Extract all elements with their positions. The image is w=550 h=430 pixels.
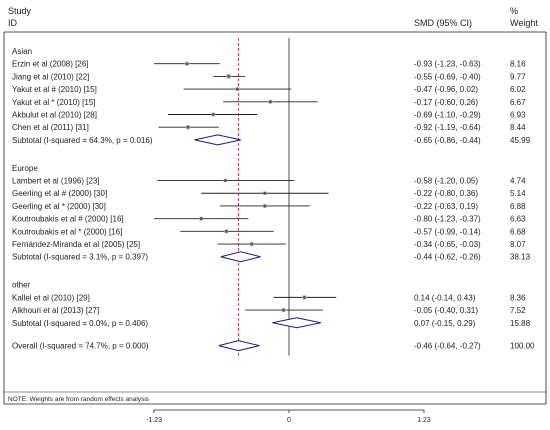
point-estimate [224, 229, 228, 233]
header-id: ID [8, 18, 18, 28]
point-estimate [186, 125, 190, 129]
study-row-weight: 6.02 [510, 85, 526, 94]
study-row-label: Geerling et al # (2000) [30] [12, 189, 107, 198]
study-row-weight: 8.07 [510, 240, 526, 249]
study-row-ci: -0.69 (-1.10, -0.29) [414, 111, 481, 120]
study-row-ci: -0.93 (-1.23, -0.63) [414, 60, 481, 69]
header-smd: SMD (95% CI) [414, 18, 472, 28]
point-estimate [282, 308, 286, 312]
x-tick-label: 0 [287, 417, 291, 424]
point-estimate [250, 242, 254, 246]
subtotal-diamond [220, 251, 261, 263]
study-row-label: Jiang et al (2010) [22] [12, 72, 89, 81]
study-row-label: Akbulut et al (2010) [28] [12, 111, 97, 120]
subtotal-row-weight: 45.99 [510, 136, 531, 145]
overall-row-weight: 100.00 [510, 342, 535, 351]
study-row-label: Yakut et al # (2010) [15] [12, 85, 97, 94]
study-row-weight: 6.68 [510, 227, 526, 236]
study-row-weight: 6.63 [510, 215, 526, 224]
subtotal-row-ci: 0.07 (-0.15, 0.29) [414, 319, 476, 328]
study-row-label: Erzin et al (2008) [26] [12, 60, 88, 69]
subtotal-diamond [272, 317, 321, 329]
point-estimate [223, 179, 227, 183]
header-weight: Weight [510, 18, 538, 28]
point-estimate [185, 62, 189, 66]
study-row-weight: 8.44 [510, 123, 526, 132]
group-label: Europe [12, 164, 38, 173]
x-tick-label: -1.23 [146, 417, 162, 424]
overall-row-ci: -0.46 (-0.64, -0.27) [414, 342, 481, 351]
point-estimate [211, 113, 215, 116]
header-study: Study [8, 6, 32, 16]
study-row-label: Geerling et al * (2000) [30] [12, 202, 106, 211]
point-estimate [235, 87, 239, 91]
study-row-label: Yakut et al * (2010) [15] [12, 98, 95, 107]
subtotal-row-weight: 15.88 [510, 319, 531, 328]
study-row-label: Koutroubakis et al * (2000) [16] [12, 227, 122, 236]
study-row-label: Fernández-Miranda et al (2005) [25] [12, 240, 140, 249]
study-row-ci: -0.05 (-0.40, 0.31) [414, 306, 478, 315]
group-label: other [12, 281, 31, 290]
subtotal-row-weight: 38.13 [510, 253, 531, 262]
study-row-ci: -0.57 (-0.99, -0.14) [414, 227, 481, 236]
point-estimate [227, 74, 231, 78]
group-label: Asian [12, 47, 32, 56]
study-row-label: Chen et al (2011) [31] [12, 123, 89, 132]
study-row-weight: 8.36 [510, 293, 526, 302]
study-row-ci: -0.80 (-1.23, -0.37) [414, 215, 481, 224]
study-row-label: Lambert et al (1996) [23] [12, 177, 100, 186]
overall-row-label: Overall (I-squared = 74.7%, p = 0.000) [12, 342, 149, 351]
study-row-ci: -0.34 (-0.65, -0.03) [414, 240, 481, 249]
point-estimate [263, 204, 267, 208]
point-estimate [199, 217, 203, 221]
weights-note: NOTE: Weights are from random effects an… [8, 396, 150, 403]
study-row-weight: 6.93 [510, 111, 526, 120]
header-percent: % [510, 6, 518, 16]
study-row-weight: 8.16 [510, 60, 526, 69]
study-row-weight: 7.52 [510, 306, 526, 315]
subtotal-row-label: Subtotal (I-squared = 64.3%, p = 0.016) [12, 136, 153, 145]
study-row-ci: -0.92 (-1.19, -0.64) [414, 123, 481, 132]
x-tick-label: 1.23 [417, 417, 431, 424]
subtotal-diamond [194, 134, 241, 146]
study-row-weight: 4.74 [510, 177, 526, 186]
subtotal-row-label: Subtotal (I-squared = 0.0%, p = 0.406) [12, 319, 148, 328]
study-row-ci: -0.55 (-0.69, -0.40) [414, 72, 481, 81]
study-row-weight: 5.14 [510, 189, 526, 198]
study-row-label: Alkhouri et al (2013) [27] [12, 306, 99, 315]
subtotal-row-label: Subtotal (I-squared = 3.1%, p = 0.397) [12, 253, 148, 262]
point-estimate [268, 100, 272, 104]
overall-diamond [218, 340, 260, 352]
study-row-ci: 0.14 (-0.14, 0.43) [414, 293, 476, 302]
study-row-weight: 9.77 [510, 72, 526, 81]
study-row-ci: -0.58 (-1.20, 0.05) [414, 177, 478, 186]
study-row-label: Koutroubakis et al # (2000) [16] [12, 215, 124, 224]
point-estimate [302, 295, 306, 299]
subtotal-row-ci: -0.44 (-0.62, -0.26) [414, 253, 481, 262]
study-row-ci: -0.22 (-0.80, 0.36) [414, 189, 478, 198]
study-row-weight: 6.67 [510, 98, 526, 107]
study-row-label: Kallel et al (2010) [29] [12, 293, 90, 302]
study-row-weight: 6.88 [510, 202, 526, 211]
study-row-ci: -0.47 (-0.96, 0.02) [414, 85, 478, 94]
study-row-ci: -0.17 (-0.60, 0.26) [414, 98, 478, 107]
point-estimate [263, 191, 267, 195]
subtotal-row-ci: -0.65 (-0.86, -0.44) [414, 136, 481, 145]
study-row-ci: -0.22 (-0.63, 0.19) [414, 202, 478, 211]
